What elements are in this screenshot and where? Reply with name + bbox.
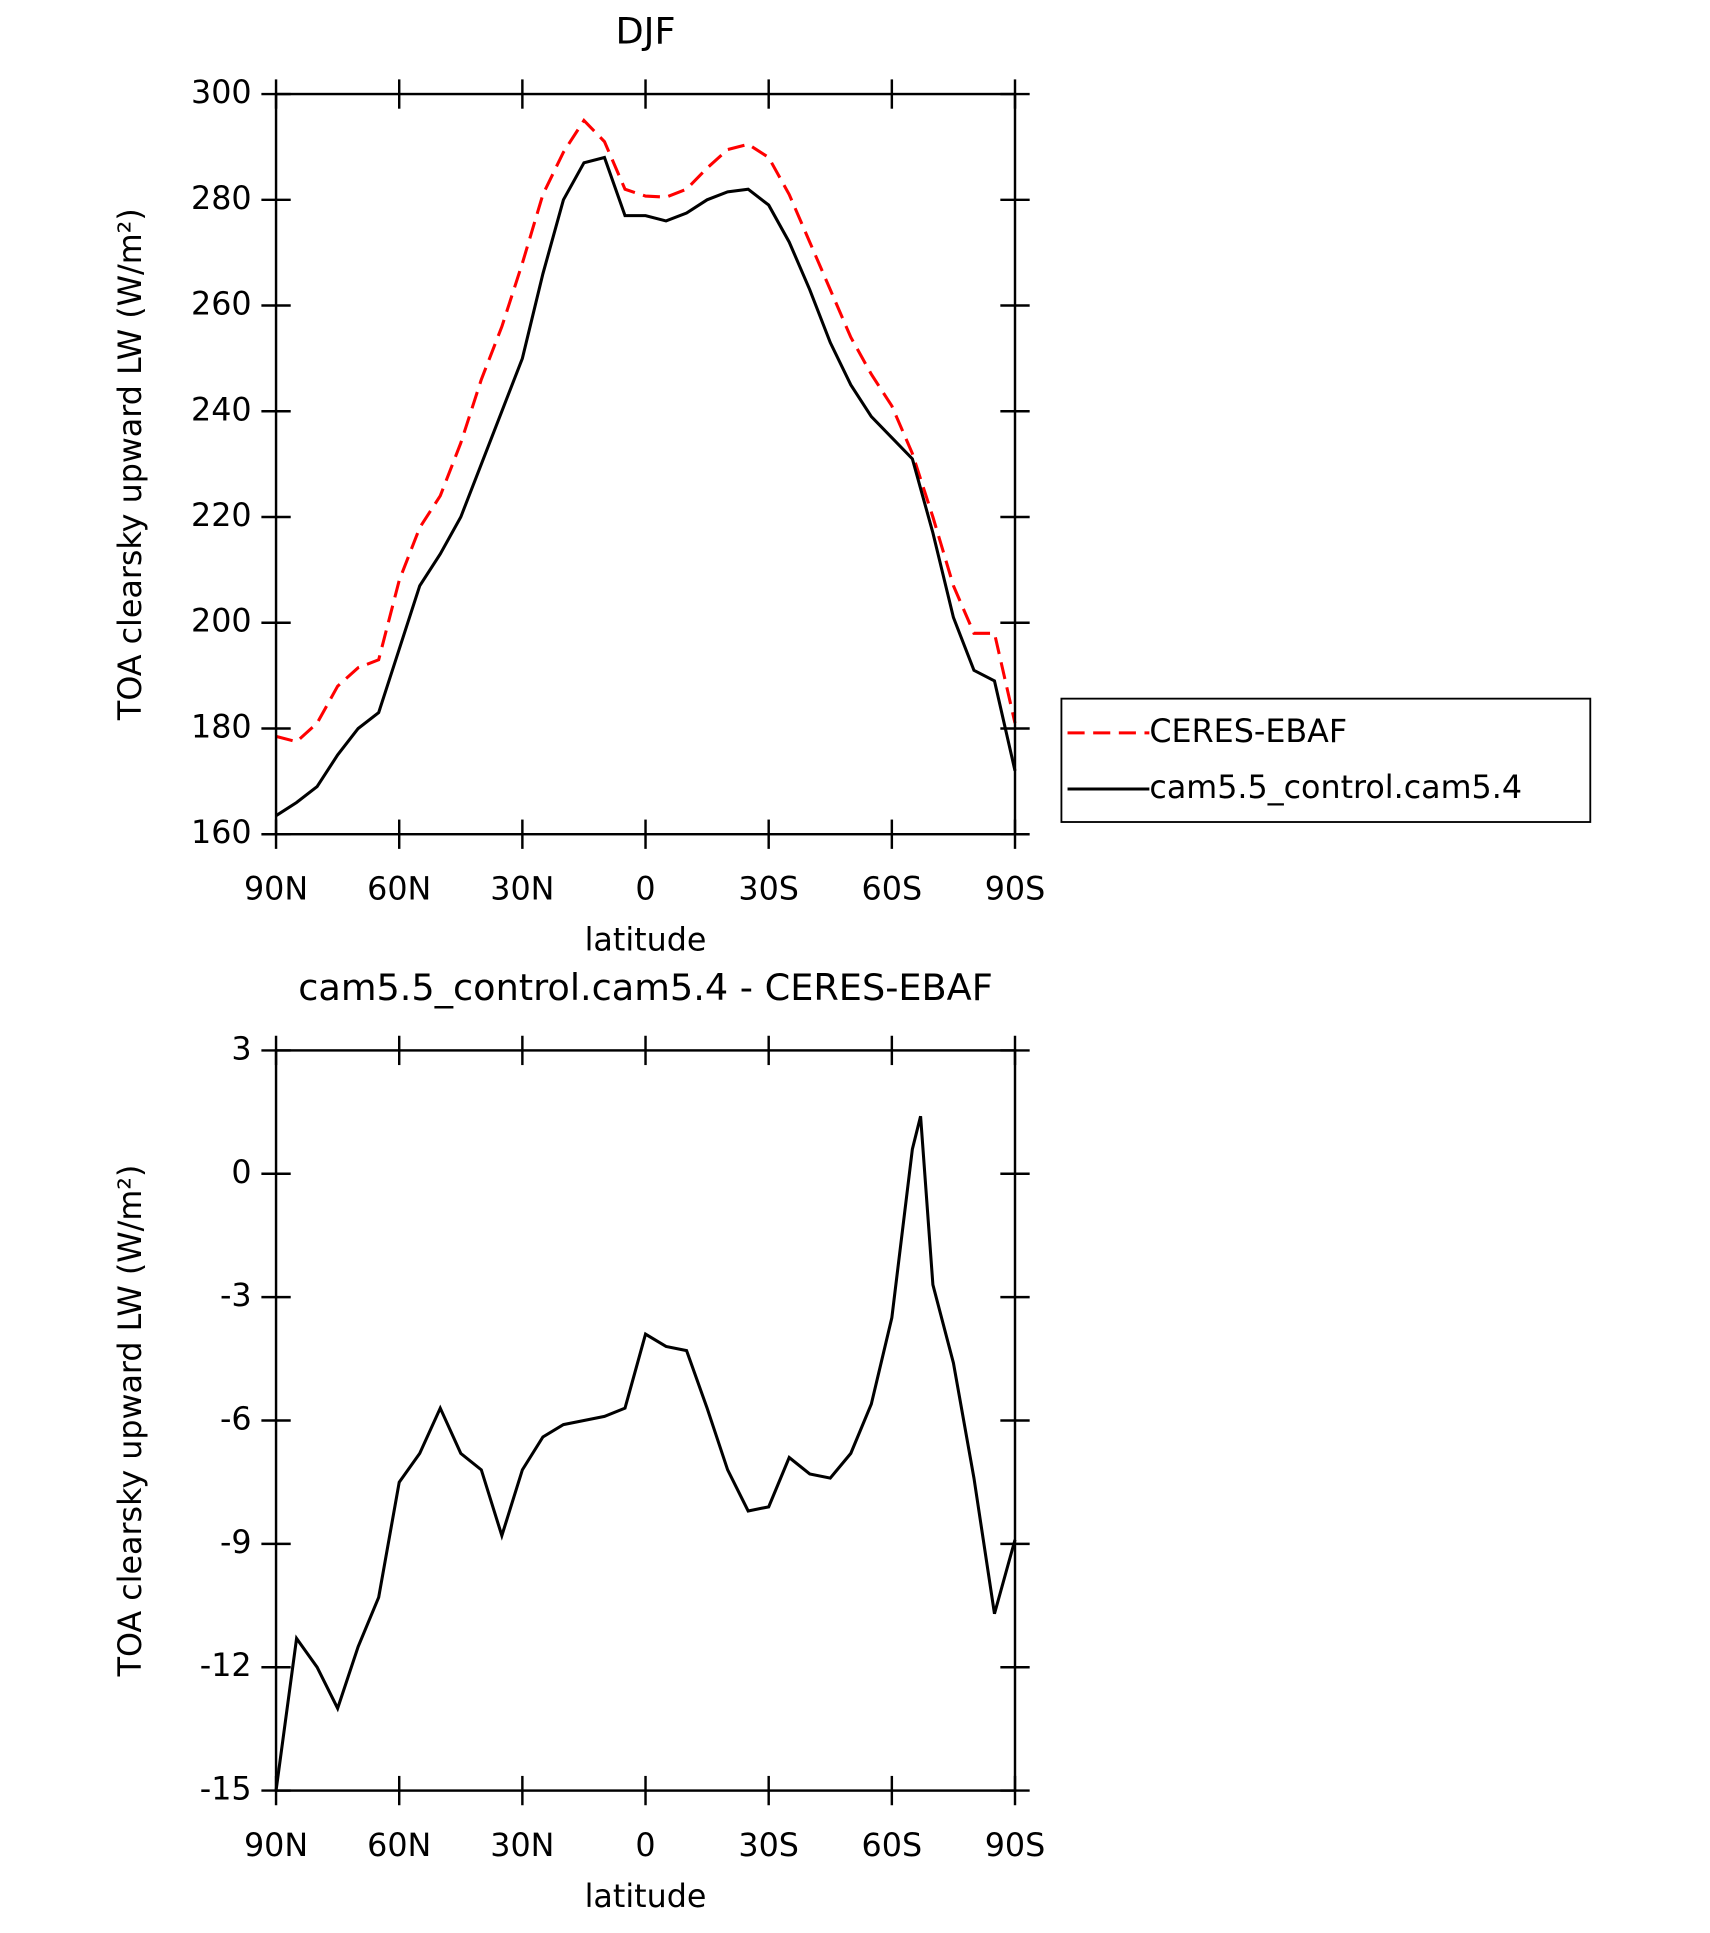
y-tick-label: -3 bbox=[220, 1278, 252, 1314]
y-tick-label: 180 bbox=[191, 709, 252, 745]
legend-label: cam5.5_control.cam5.4 bbox=[1149, 770, 1522, 806]
y-tick-label: -15 bbox=[200, 1772, 252, 1808]
y-tick-label: -12 bbox=[200, 1648, 252, 1684]
x-tick-label: 30N bbox=[490, 871, 554, 907]
data-line bbox=[274, 1115, 1017, 1791]
y-tick-label: -6 bbox=[220, 1401, 252, 1437]
legend-box bbox=[1060, 697, 1592, 823]
x-axis-label: latitude bbox=[585, 923, 707, 959]
x-tick-label: 0 bbox=[635, 1828, 655, 1864]
y-tick-label: -9 bbox=[220, 1525, 252, 1561]
y-axis-label: TOA clearsky upward LW (W/m²) bbox=[113, 1165, 149, 1678]
x-tick-label: 60N bbox=[367, 871, 431, 907]
y-tick-label: 200 bbox=[191, 604, 252, 640]
chart-title: DJF bbox=[615, 9, 675, 52]
x-tick-label: 30N bbox=[490, 1828, 554, 1864]
x-axis-label: latitude bbox=[585, 1879, 707, 1915]
x-tick-label: 0 bbox=[635, 871, 655, 907]
y-axis-label: TOA clearsky upward LW (W/m²) bbox=[113, 208, 149, 721]
plot-frame bbox=[274, 1049, 1017, 1792]
y-tick-label: 220 bbox=[191, 498, 252, 534]
x-tick-label: 60S bbox=[862, 871, 923, 907]
x-tick-label: 90N bbox=[244, 871, 308, 907]
x-tick-label: 90N bbox=[244, 1828, 308, 1864]
data-line bbox=[275, 155, 1017, 818]
y-tick-label: 240 bbox=[191, 392, 252, 428]
y-tick-label: 160 bbox=[191, 815, 252, 851]
x-tick-label: 90S bbox=[985, 1828, 1046, 1864]
x-tick-label: 30S bbox=[738, 871, 799, 907]
data-line bbox=[275, 118, 1017, 744]
y-tick-label: 3 bbox=[231, 1031, 251, 1067]
x-tick-label: 90S bbox=[985, 871, 1046, 907]
x-tick-label: 30S bbox=[738, 1828, 799, 1864]
y-tick-label: 300 bbox=[191, 75, 252, 111]
y-tick-label: 260 bbox=[191, 287, 252, 323]
x-tick-label: 60N bbox=[367, 1828, 431, 1864]
chart-title: cam5.5_control.cam5.4 - CERES-EBAF bbox=[298, 966, 993, 1009]
y-tick-label: 280 bbox=[191, 181, 252, 217]
plot-frame bbox=[274, 92, 1017, 836]
x-tick-label: 60S bbox=[862, 1828, 923, 1864]
y-tick-label: 0 bbox=[231, 1155, 251, 1191]
legend-label: CERES-EBAF bbox=[1149, 714, 1347, 750]
